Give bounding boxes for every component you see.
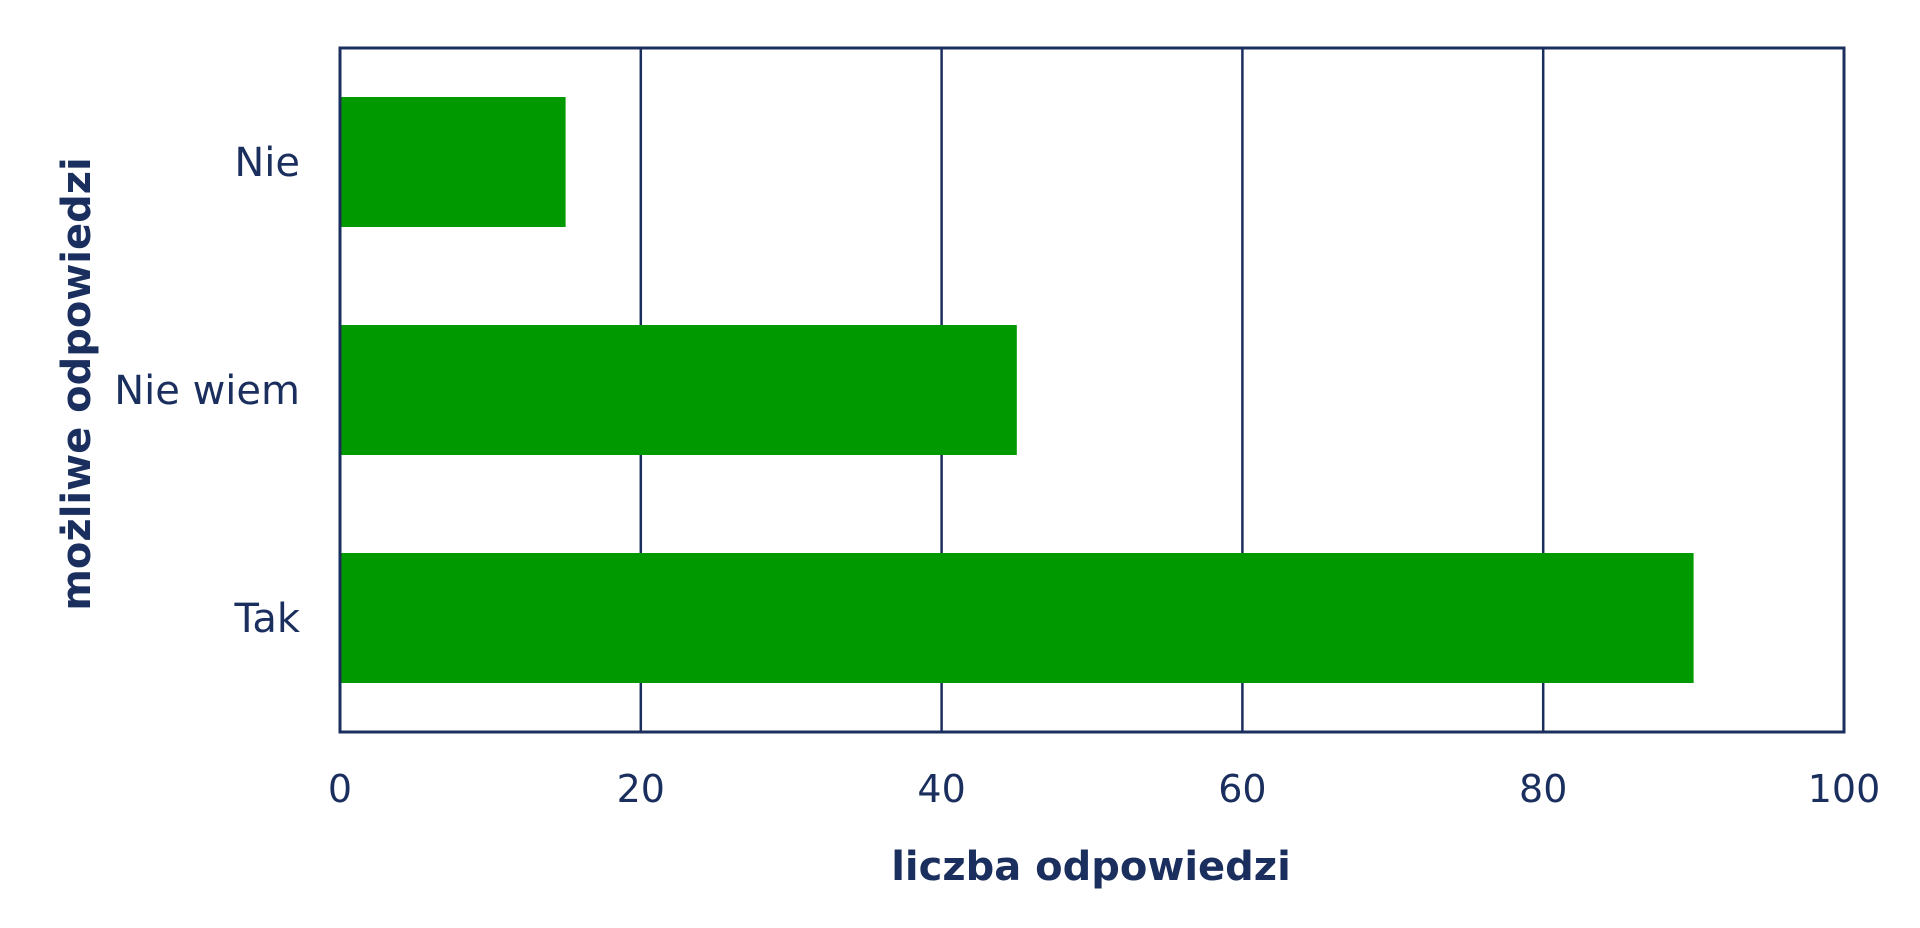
bar-nie — [340, 97, 566, 227]
x-tick-labels: 0 20 40 60 80 100 — [328, 767, 1880, 811]
y-category-label: Tak — [234, 596, 301, 642]
y-category-labels: Nie Nie wiem Tak — [114, 140, 301, 642]
bar-nie-wiem — [340, 325, 1017, 455]
bar-tak — [340, 553, 1694, 683]
plot-frame — [338, 46, 1846, 734]
x-tick-label: 40 — [917, 767, 965, 811]
bars — [340, 97, 1694, 683]
y-category-label: Nie wiem — [114, 368, 300, 414]
x-tick-label: 80 — [1519, 767, 1567, 811]
y-category-label: Nie — [234, 140, 300, 186]
y-axis-title: możliwe odpowiedzi — [54, 157, 100, 611]
x-tick-label: 60 — [1218, 767, 1266, 811]
x-tick-label: 20 — [617, 767, 665, 811]
x-tick-label: 0 — [328, 767, 352, 811]
x-tick-label: 100 — [1808, 767, 1881, 811]
x-axis-title: liczba odpowiedzi — [891, 844, 1291, 890]
